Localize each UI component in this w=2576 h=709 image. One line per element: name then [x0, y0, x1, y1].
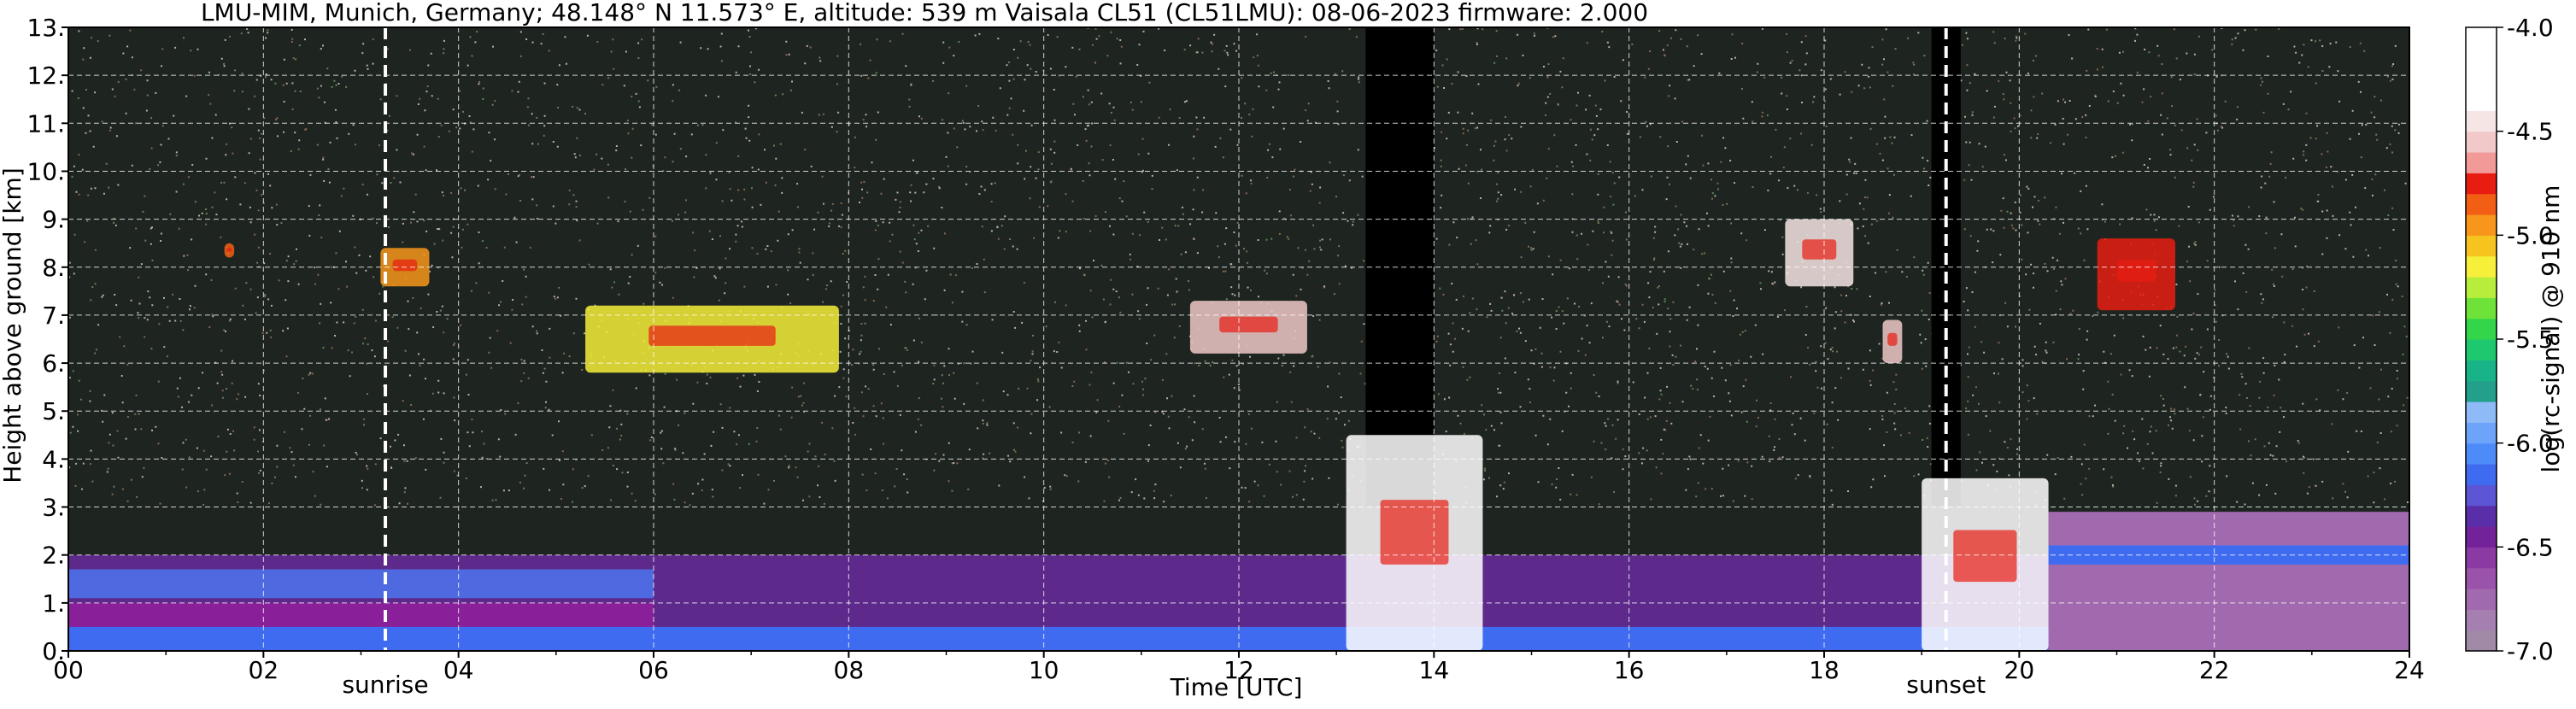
colorbar-tick-label: -7.0 — [2507, 637, 2554, 665]
x-tick-label: 10 — [1029, 656, 1059, 684]
cloud-feature-2 — [585, 305, 839, 373]
colorbar-tick-label: -5.5 — [2507, 325, 2554, 354]
colorbar-segment — [2466, 173, 2497, 195]
colorbar-segment — [2466, 255, 2497, 278]
cloud-feature-6 — [2097, 238, 2175, 311]
colorbar-segment — [2466, 505, 2497, 527]
colorbar-segment — [2466, 422, 2497, 444]
colorbar-tick-label: -4.5 — [2507, 118, 2554, 146]
colorbar-tick-label: -6.5 — [2507, 533, 2554, 561]
colorbar-label: log(rc-signal) @ 910 nm — [2537, 185, 2565, 473]
colorbar-segment — [2466, 27, 2497, 49]
cloud-feature-5 — [1882, 319, 1903, 364]
cloud-core — [1219, 316, 1278, 333]
x-axis: 00 02 04 06 08 10 12 14 16 18 20 22 24 — [53, 651, 2425, 684]
x-tick-label: 22 — [2199, 656, 2230, 684]
colorbar-segment — [2466, 277, 2497, 298]
cloud-feature-4 — [1785, 219, 1854, 287]
y-tick-label: 7. — [42, 302, 65, 330]
colorbar-segment — [2466, 214, 2497, 236]
chart-title: LMU-MIM, Munich, Germany; 48.148° N 11.5… — [201, 0, 1648, 26]
cloud-core — [2116, 260, 2156, 282]
colorbar-segment — [2466, 68, 2497, 91]
colorbar-segment — [2466, 297, 2497, 319]
colorbar-tick-label: -4.0 — [2507, 14, 2554, 42]
cloud-feature-3 — [1189, 301, 1307, 354]
x-axis-label: Time [UTC] — [1170, 673, 1303, 701]
colorbar-segment — [2466, 526, 2497, 548]
y-tick-label: 10. — [26, 157, 65, 185]
x-tick-label: 04 — [443, 656, 474, 684]
colorbar-segment — [2466, 90, 2497, 111]
x-tick-label: 24 — [2394, 656, 2425, 684]
cloud-feature-0 — [224, 243, 235, 258]
y-tick-label: 1. — [42, 589, 65, 618]
sunset-label: sunset — [1906, 671, 1986, 699]
evening-residual-layer — [2048, 512, 2409, 651]
sunrise-label: sunrise — [342, 671, 428, 699]
colorbar-segment — [2466, 131, 2497, 153]
y-tick-label: 0. — [42, 637, 65, 665]
y-tick-label: 2. — [42, 542, 65, 570]
colorbar-segment — [2466, 193, 2497, 215]
colorbar-segment — [2466, 318, 2497, 340]
y-tick-label: 5. — [42, 397, 65, 425]
y-tick-label: 9. — [42, 206, 65, 234]
cloud-core — [226, 247, 232, 252]
x-tick-label: 16 — [1614, 656, 1645, 684]
y-tick-label: 13. — [26, 14, 65, 42]
cloud-feature-8 — [1922, 478, 2049, 651]
colorbar-segment — [2466, 547, 2497, 569]
cloud-core — [1953, 530, 2017, 583]
colorbar-segment — [2466, 630, 2497, 652]
cloud-core — [648, 325, 776, 346]
y-tick-label: 12. — [26, 62, 65, 90]
cloud-core — [1887, 332, 1898, 346]
x-tick-label: 20 — [2004, 656, 2035, 684]
y-tick-label: 11. — [26, 109, 65, 138]
y-tick-label: 4. — [42, 445, 65, 473]
colorbar-segment — [2466, 339, 2497, 360]
colorbar-segment — [2466, 110, 2497, 132]
cloud-feature-7 — [1346, 435, 1483, 651]
sun-markers: sunrise sunset — [342, 27, 1986, 699]
colorbar-segment — [2466, 484, 2497, 507]
y-tick-label: 6. — [42, 349, 65, 378]
colorbar-tick-label: -6.0 — [2507, 430, 2554, 458]
x-tick-label: 00 — [53, 656, 84, 684]
colorbar-segment — [2466, 567, 2497, 589]
evening-aerosol-top — [2048, 545, 2409, 565]
colorbar-segment — [2466, 380, 2497, 402]
colorbar-segment — [2466, 589, 2497, 610]
colorbar: -4.0 -4.5 -5.0 -5.5 -6.0 -6.5 -7.0 — [2465, 14, 2554, 665]
morning-aerosol-layer — [68, 569, 654, 599]
x-tick-label: 08 — [834, 656, 865, 684]
x-tick-label: 02 — [249, 656, 279, 684]
x-tick-label: 06 — [638, 656, 669, 684]
y-axis-label: Height above ground [km] — [0, 167, 26, 483]
y-tick-label: 8. — [42, 254, 65, 282]
colorbar-segment — [2466, 609, 2497, 631]
colorbar-segment — [2466, 235, 2497, 257]
cloud-core — [392, 259, 418, 272]
colorbar-tick-label: -5.0 — [2507, 221, 2554, 249]
y-axis: 0. 1. 2. 3. 4. 5. 6. 7. 8. 9. 10. 11. 12. 13. — [26, 14, 68, 665]
colorbar-segment — [2466, 401, 2497, 423]
cloud-core — [1380, 500, 1449, 565]
colorbar-segment — [2466, 152, 2497, 173]
colorbar-segment — [2466, 442, 2497, 465]
colorbar-segment — [2466, 360, 2497, 382]
y-tick-label: 3. — [42, 494, 65, 522]
colorbar-segment — [2466, 48, 2497, 70]
x-tick-label: 14 — [1419, 656, 1450, 684]
x-tick-label: 12 — [1223, 656, 1254, 684]
colorbar-segment — [2466, 464, 2497, 485]
cloud-core — [1802, 239, 1837, 260]
chart-grid — [68, 27, 2409, 651]
x-tick-label: 18 — [1809, 656, 1840, 684]
